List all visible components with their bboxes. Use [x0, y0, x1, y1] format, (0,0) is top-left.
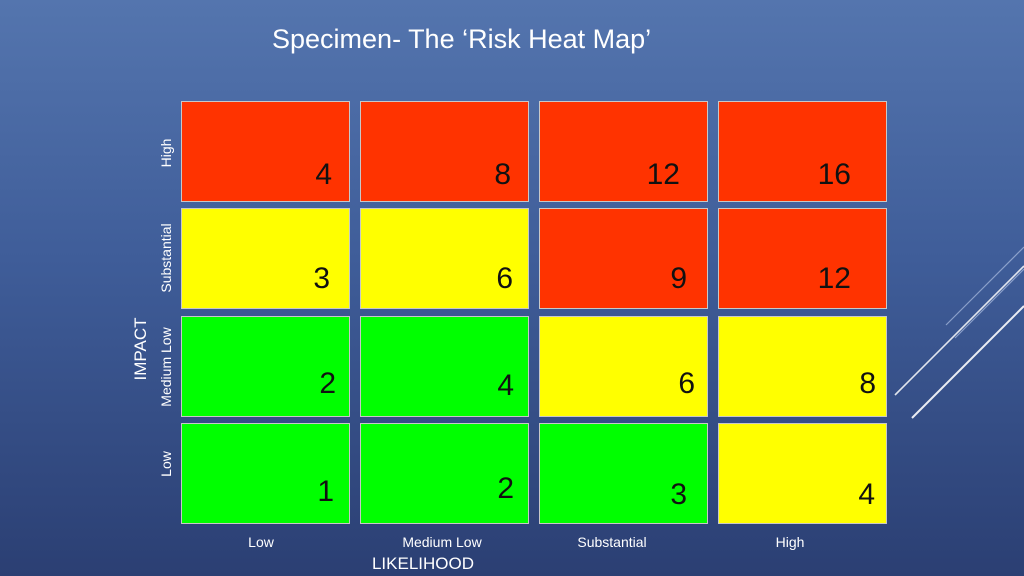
heat-map-cell: 9 [539, 208, 708, 309]
heat-map-cell-value: 3 [313, 262, 330, 295]
heat-map-cell-value: 8 [494, 158, 511, 191]
heat-map-cell: 8 [718, 316, 887, 417]
impact-axis-label: IMPACT [131, 317, 150, 381]
heat-map-cell: 3 [181, 208, 350, 309]
heat-map-cell: 4 [718, 423, 887, 524]
likelihood-label-low: Low [248, 534, 274, 550]
likelihood-label-high: High [775, 534, 805, 550]
heat-map-cell-value: 4 [497, 369, 514, 402]
impact-label-low: Low [158, 451, 174, 477]
heat-map-cell: 2 [360, 423, 529, 524]
heat-map-cell-value: 8 [859, 367, 876, 400]
heat-map-cell-value: 4 [315, 158, 332, 191]
heat-map-cell: 4 [360, 316, 529, 417]
heat-map-cell: 12 [539, 101, 708, 202]
heat-map-cell: 16 [718, 101, 887, 202]
heat-map-cell-value: 1 [317, 475, 334, 508]
page-title: Specimen- The ‘Risk Heat Map’ [272, 24, 652, 54]
heat-map-cell: 2 [181, 316, 350, 417]
heat-map-cell: 3 [539, 423, 708, 524]
heat-map-cell: 12 [718, 208, 887, 309]
heat-map-cell: 6 [539, 316, 708, 417]
heat-map-cell-value: 2 [497, 472, 514, 505]
heat-map-cell-value: 4 [858, 478, 875, 511]
heat-map-cell: 4 [181, 101, 350, 202]
heat-map-cell-value: 6 [496, 262, 513, 295]
heat-map-cell-value: 16 [817, 158, 851, 191]
heat-map-cell-value: 3 [670, 478, 687, 511]
heat-map-cell-value: 2 [319, 367, 336, 400]
impact-label-substantial: Substantial [158, 223, 174, 293]
heat-map-cell-value: 6 [678, 367, 695, 400]
likelihood-axis-label: LIKELIHOOD [371, 554, 475, 573]
heat-map-cell: 1 [181, 423, 350, 524]
heat-map-cell: 8 [360, 101, 529, 202]
impact-label-high: High [158, 138, 174, 168]
heat-map-cell-value: 12 [817, 262, 851, 295]
likelihood-label-medium-low: Medium Low [402, 534, 482, 550]
heat-map-cell: 6 [360, 208, 529, 309]
heat-map-cell-value: 9 [670, 262, 687, 295]
heat-map-cell-value: 12 [646, 158, 680, 191]
likelihood-label-substantial: Substantial [577, 534, 647, 550]
